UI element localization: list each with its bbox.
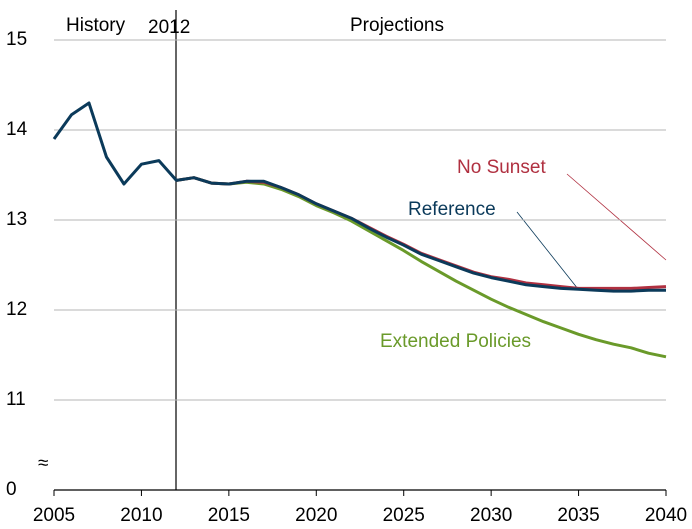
- x-tick-label: 2005: [33, 505, 75, 526]
- y-tick-label: 11: [6, 389, 26, 410]
- y-tick-label: 14: [6, 119, 28, 140]
- leader-line: [516, 211, 579, 290]
- leader-line: [566, 173, 667, 261]
- y-tick-label: 15: [6, 29, 27, 50]
- series-line: [52, 101, 666, 293]
- series-line: [176, 176, 667, 290]
- x-tick-label: 2040: [645, 505, 687, 526]
- x-tick-label: 2020: [295, 505, 337, 526]
- projections-label: Projections: [350, 15, 444, 36]
- y-tick-label: 0: [6, 479, 17, 500]
- x-tick-label: 2035: [557, 505, 599, 526]
- history-label: History: [66, 15, 126, 36]
- x-tick-label: 2010: [120, 505, 162, 526]
- series-label: No Sunset: [457, 157, 546, 178]
- x-tick-label: 2025: [383, 505, 425, 526]
- y-tick-label: 13: [6, 209, 27, 230]
- axis-break: ≈: [38, 453, 48, 474]
- year-label: 2012: [148, 17, 190, 38]
- x-tick-label: 2015: [208, 505, 250, 526]
- y-tick-label: 12: [6, 299, 27, 320]
- series-label: Reference: [408, 199, 496, 220]
- series-label: Extended Policies: [380, 331, 531, 352]
- x-tick-label: 2030: [470, 505, 512, 526]
